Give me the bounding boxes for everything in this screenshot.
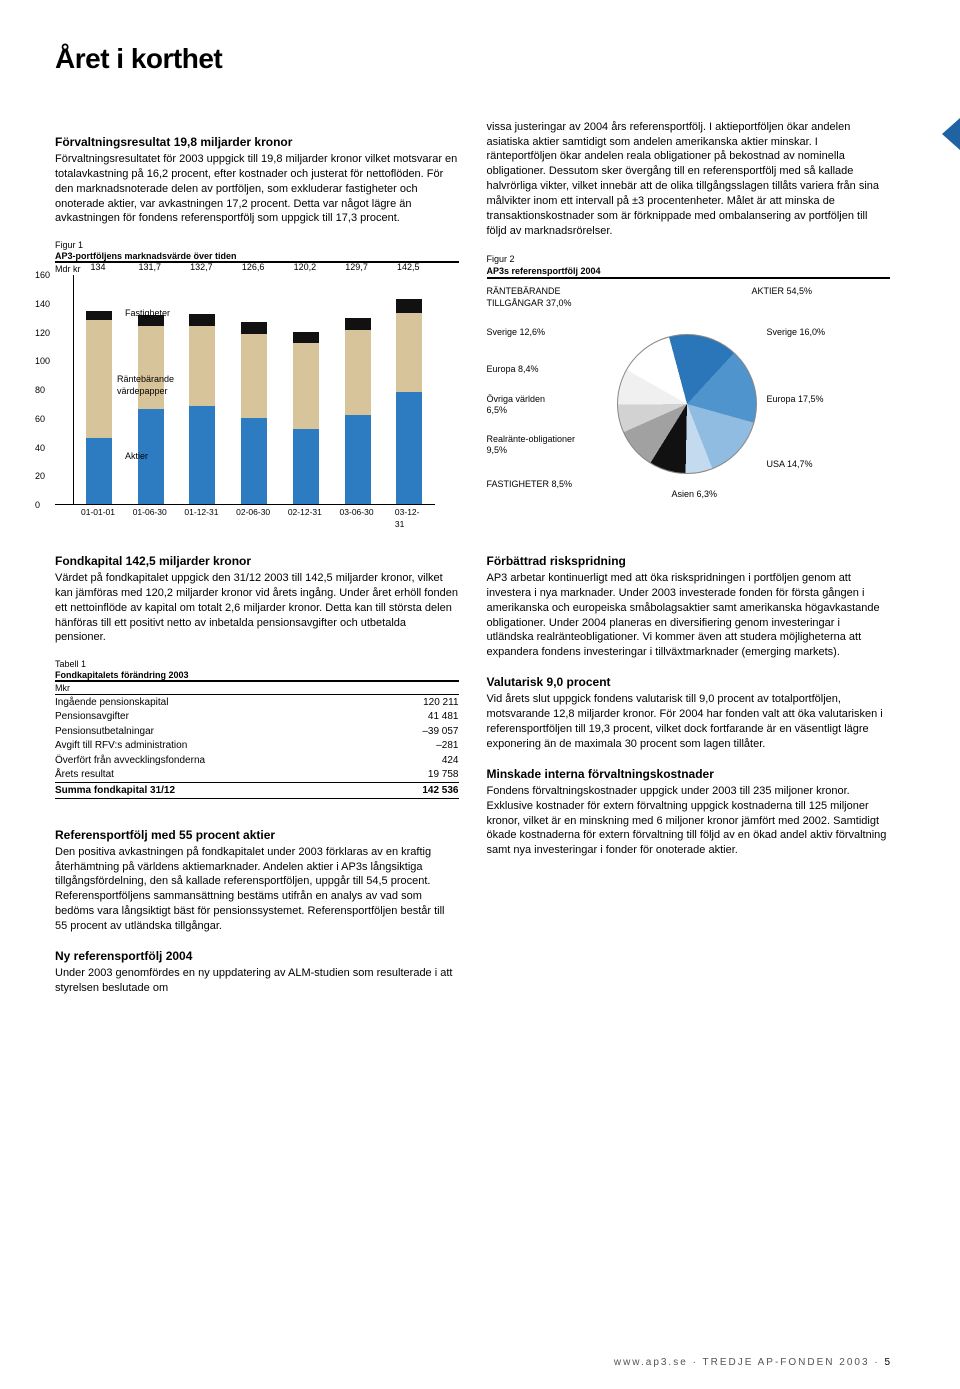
fig2-num: Figur 2 <box>487 254 515 264</box>
fig1-bar <box>189 314 215 504</box>
tbl1-caption: Tabell 1 Fondkapitalets förändring 2003 <box>55 659 459 680</box>
fig1-xlabel: 03-06-30 <box>340 507 374 518</box>
pie-label-usa: USA 14,7% <box>767 459 813 470</box>
fig1-ytick: 80 <box>35 384 45 396</box>
footer: www.ap3.se · TREDJE AP-FONDEN 2003 · 5 <box>614 1356 890 1370</box>
fig1-ytick: 20 <box>35 470 45 482</box>
para-kost: Fondens förvaltningskostnader uppgick un… <box>487 784 891 858</box>
pie-label-fast: FASTIGHETER 8,5% <box>487 479 573 490</box>
upper-columns: Förvaltningsresultat 19,8 miljarder kron… <box>55 120 890 529</box>
para-nyref: Under 2003 genomfördes en ny uppdatering… <box>55 966 459 996</box>
para-forvaltningsresultat: Förvaltningsresultatet för 2003 uppgick … <box>55 152 459 226</box>
fig2-head-right: AKTIER 54,5% <box>752 285 813 297</box>
page-title: Året i korthet <box>55 40 890 78</box>
table-fondkapital: Ingående pensionskapital120 211Pensionsa… <box>55 694 459 799</box>
heading-ref: Referensportfölj med 55 procent aktier <box>55 827 459 843</box>
page-edge-marker-icon <box>942 118 960 150</box>
fig1-ytick: 40 <box>35 441 45 453</box>
table-row: Pensionsavgifter41 481 <box>55 710 459 725</box>
fig1-total-label: 132,7 <box>190 261 213 273</box>
pie-label-sverige-a: Sverige 16,0% <box>767 327 826 338</box>
footer-text: TREDJE AP-FONDEN 2003 <box>703 1357 870 1368</box>
fig1-chart: 02040608010012014016013401-01-01131,701-… <box>55 275 435 505</box>
fig1-bar <box>138 315 164 504</box>
col-right-upper: vissa justeringar av 2004 års referenspo… <box>487 120 891 529</box>
fig1-bar <box>345 318 371 504</box>
fig1-xlabel: 03-12-31 <box>395 507 422 530</box>
lower-columns: Fondkapital 142,5 miljarder kronor Värde… <box>55 539 890 996</box>
fig1-ytick: 140 <box>35 298 50 310</box>
fig1-total-label: 126,6 <box>242 261 265 273</box>
fig1-total-label: 134 <box>90 261 105 273</box>
fig1-bar <box>241 322 267 504</box>
fig1-xlabel: 02-12-31 <box>288 507 322 518</box>
para-justeringar: vissa justeringar av 2004 års referenspo… <box>487 120 891 239</box>
col-right-lower: Förbättrad riskspridning AP3 arbetar kon… <box>487 539 891 996</box>
para-ref: Den positiva avkastningen på fondkapital… <box>55 845 459 934</box>
fig1-annotation: Räntebärandevärdepapper <box>117 373 174 397</box>
para-risk: AP3 arbetar kontinuerligt med att öka ri… <box>487 571 891 660</box>
footer-sep2: · <box>874 1357 884 1368</box>
fig2-title: AP3s referensportfölj 2004 <box>487 265 891 277</box>
footer-page: 5 <box>884 1357 890 1368</box>
heading-kost: Minskade interna förvaltningskostnader <box>487 766 891 782</box>
fig1-xlabel: 01-01-01 <box>81 507 115 518</box>
heading-val: Valutarisk 9,0 procent <box>487 674 891 690</box>
fig1-ytick: 160 <box>35 269 50 281</box>
fig1-title: AP3-portföljens marknadsvärde över tiden <box>55 251 459 261</box>
pie-label-real: Realränte-obligationer 9,5% <box>487 434 577 456</box>
fig1-bar <box>293 332 319 505</box>
pie-label-europa-a: Europa 17,5% <box>767 394 824 405</box>
table-row: Avgift till RFV:s administration–281 <box>55 739 459 754</box>
tbl1-unit: Mkr <box>55 682 459 694</box>
pie-label-sverige-r: Sverige 12,6% <box>487 327 546 338</box>
table-sum-row: Summa fondkapital 31/12142 536 <box>55 783 459 799</box>
col-left-lower: Fondkapital 142,5 miljarder kronor Värde… <box>55 539 459 996</box>
fig1-total-label: 120,2 <box>294 261 317 273</box>
page: Året i korthet Förvaltningsresultat 19,8… <box>0 0 960 1389</box>
fig1-ytick: 0 <box>35 499 40 511</box>
pie-label-asien: Asien 6,3% <box>672 489 718 500</box>
fig1-bar <box>86 311 112 504</box>
fig1-xlabel: 01-12-31 <box>184 507 218 518</box>
fig1-ytick: 120 <box>35 326 50 338</box>
table-row: Årets resultat19 758 <box>55 768 459 783</box>
heading-forvaltningsresultat: Förvaltningsresultat 19,8 miljarder kron… <box>55 134 459 150</box>
fig1-ytick: 60 <box>35 413 45 425</box>
heading-risk: Förbättrad riskspridning <box>487 553 891 569</box>
fig1-caption: Figur 1 AP3-portföljens marknadsvärde öv… <box>55 240 459 261</box>
pie-icon <box>617 334 757 474</box>
fig1-annotation: Fastigheter <box>125 307 170 319</box>
pie-label-ovriga: Övriga världen 6,5% <box>487 394 547 416</box>
fig1-total-label: 142,5 <box>397 261 420 273</box>
table-row: Pensionsutbetalningar–39 057 <box>55 724 459 739</box>
fig2-caption: Figur 2 AP3s referensportfölj 2004 <box>487 253 891 277</box>
fig2-chart: RÄNTEBÄRANDE TILLGÅNGAR 37,0% AKTIER 54,… <box>487 279 891 529</box>
fig1-total-label: 131,7 <box>138 261 161 273</box>
heading-nyref: Ny referensportfölj 2004 <box>55 948 459 964</box>
fig1-num: Figur 1 <box>55 240 83 250</box>
table-row: Ingående pensionskapital120 211 <box>55 695 459 710</box>
col-left-upper: Förvaltningsresultat 19,8 miljarder kron… <box>55 120 459 529</box>
fig1-total-label: 129,7 <box>345 261 368 273</box>
fig1-xlabel: 02-06-30 <box>236 507 270 518</box>
tbl1-num: Tabell 1 <box>55 659 86 669</box>
fig1-bar <box>396 299 422 504</box>
fig1-ytick: 100 <box>35 355 50 367</box>
para-fondkapital: Värdet på fondkapitalet uppgick den 31/1… <box>55 571 459 645</box>
heading-fondkapital: Fondkapital 142,5 miljarder kronor <box>55 553 459 569</box>
para-val: Vid årets slut uppgick fondens valutaris… <box>487 692 891 751</box>
footer-url: www.ap3.se <box>614 1357 688 1368</box>
table-row: Överfört från avvecklingsfonderna424 <box>55 753 459 768</box>
pie-label-europa-r: Europa 8,4% <box>487 364 539 375</box>
footer-sep: · <box>693 1357 703 1368</box>
fig2-head-left: RÄNTEBÄRANDE TILLGÅNGAR 37,0% <box>487 285 607 309</box>
tbl1-title: Fondkapitalets förändring 2003 <box>55 670 459 680</box>
fig1-xlabel: 01-06-30 <box>133 507 167 518</box>
fig1-annotation: Aktier <box>125 450 148 462</box>
